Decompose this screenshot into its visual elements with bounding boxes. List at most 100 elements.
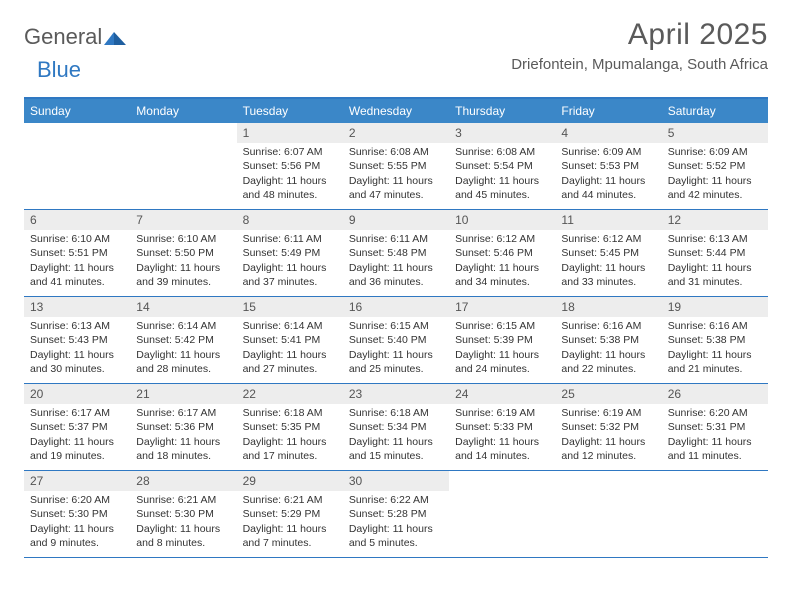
day-cell: 12Sunrise: 6:13 AMSunset: 5:44 PMDayligh… <box>662 210 768 296</box>
day-sunset: Sunset: 5:42 PM <box>136 333 230 347</box>
day-body: Sunrise: 6:08 AMSunset: 5:55 PMDaylight:… <box>343 143 449 206</box>
day-dl1: Daylight: 11 hours <box>136 348 230 362</box>
day-sunrise: Sunrise: 6:21 AM <box>243 493 337 507</box>
day-dl1: Daylight: 11 hours <box>243 174 337 188</box>
day-cell: 25Sunrise: 6:19 AMSunset: 5:32 PMDayligh… <box>555 384 661 470</box>
day-dl2: and 8 minutes. <box>136 536 230 550</box>
day-number <box>24 123 130 143</box>
day-number <box>555 471 661 491</box>
day-sunset: Sunset: 5:50 PM <box>136 246 230 260</box>
day-sunset: Sunset: 5:38 PM <box>668 333 762 347</box>
day-cell: 27Sunrise: 6:20 AMSunset: 5:30 PMDayligh… <box>24 471 130 557</box>
day-sunrise: Sunrise: 6:22 AM <box>349 493 443 507</box>
week-row: 13Sunrise: 6:13 AMSunset: 5:43 PMDayligh… <box>24 297 768 384</box>
day-dl1: Daylight: 11 hours <box>455 435 549 449</box>
day-cell <box>662 471 768 557</box>
day-sunset: Sunset: 5:30 PM <box>30 507 124 521</box>
day-dl2: and 41 minutes. <box>30 275 124 289</box>
day-dl1: Daylight: 11 hours <box>668 435 762 449</box>
day-cell: 29 Sunrise: 6:21 AMSunset: 5:29 PMDayligh… <box>237 471 343 557</box>
logo-mark-icon <box>104 29 126 45</box>
day-dl1: Daylight: 11 hours <box>455 261 549 275</box>
day-header: Friday <box>555 99 661 123</box>
day-dl2: and 36 minutes. <box>349 275 443 289</box>
day-cell: 5Sunrise: 6:09 AMSunset: 5:52 PMDaylight… <box>662 123 768 209</box>
day-number <box>130 123 236 143</box>
day-cell: 11Sunrise: 6:12 AMSunset: 5:45 PMDayligh… <box>555 210 661 296</box>
day-dl2: and 47 minutes. <box>349 188 443 202</box>
day-sunset: Sunset: 5:46 PM <box>455 246 549 260</box>
day-number: 25 <box>555 384 661 404</box>
day-header: Wednesday <box>343 99 449 123</box>
day-sunrise: Sunrise: 6:14 AM <box>136 319 230 333</box>
day-sunset: Sunset: 5:52 PM <box>668 159 762 173</box>
logo-text-general: General <box>24 24 102 50</box>
day-header: Tuesday <box>237 99 343 123</box>
day-dl1: Daylight: 11 hours <box>243 522 337 536</box>
day-number: 29 <box>237 471 343 491</box>
day-number: 24 <box>449 384 555 404</box>
day-number: 21 <box>130 384 236 404</box>
day-sunset: Sunset: 5:56 PM <box>243 159 337 173</box>
day-sunrise: Sunrise: 6:10 AM <box>136 232 230 246</box>
day-number: 10 <box>449 210 555 230</box>
day-sunrise: Sunrise: 6:20 AM <box>30 493 124 507</box>
day-cell: 21Sunrise: 6:17 AMSunset: 5:36 PMDayligh… <box>130 384 236 470</box>
day-sunset: Sunset: 5:35 PM <box>243 420 337 434</box>
day-sunset: Sunset: 5:44 PM <box>668 246 762 260</box>
day-dl2: and 12 minutes. <box>561 449 655 463</box>
day-sunrise: Sunrise: 6:07 AM <box>243 145 337 159</box>
day-sunset: Sunset: 5:36 PM <box>136 420 230 434</box>
day-dl2: and 39 minutes. <box>136 275 230 289</box>
day-number: 13 <box>24 297 130 317</box>
day-header: Saturday <box>662 99 768 123</box>
day-sunset: Sunset: 5:53 PM <box>561 159 655 173</box>
title-block: April 2025 Driefontein, Mpumalanga, Sout… <box>511 18 768 73</box>
day-number: 30 <box>343 471 449 491</box>
day-sunset: Sunset: 5:28 PM <box>349 507 443 521</box>
day-dl2: and 17 minutes. <box>243 449 337 463</box>
week-row: 20Sunrise: 6:17 AMSunset: 5:37 PMDayligh… <box>24 384 768 471</box>
day-dl1: Daylight: 11 hours <box>349 435 443 449</box>
day-sunset: Sunset: 5:34 PM <box>349 420 443 434</box>
day-cell: 28Sunrise: 6:21 AMSunset: 5:30 PMDayligh… <box>130 471 236 557</box>
day-sunrise: Sunrise: 6:21 AM <box>136 493 230 507</box>
day-dl2: and 24 minutes. <box>455 362 549 376</box>
day-body: Sunrise: 6:16 AMSunset: 5:38 PMDaylight:… <box>555 317 661 380</box>
day-dl2: and 27 minutes. <box>243 362 337 376</box>
day-number: 17 <box>449 297 555 317</box>
day-cell: 20Sunrise: 6:17 AMSunset: 5:37 PMDayligh… <box>24 384 130 470</box>
day-dl2: and 33 minutes. <box>561 275 655 289</box>
day-sunset: Sunset: 5:30 PM <box>136 507 230 521</box>
day-number: 8 <box>237 210 343 230</box>
day-body: Sunrise: 6:16 AMSunset: 5:38 PMDaylight:… <box>662 317 768 380</box>
day-dl1: Daylight: 11 hours <box>561 435 655 449</box>
day-sunrise: Sunrise: 6:09 AM <box>668 145 762 159</box>
day-sunset: Sunset: 5:37 PM <box>30 420 124 434</box>
day-dl1: Daylight: 11 hours <box>349 348 443 362</box>
day-dl2: and 19 minutes. <box>30 449 124 463</box>
day-dl1: Daylight: 11 hours <box>30 348 124 362</box>
day-cell <box>24 123 130 209</box>
logo-text-blue: Blue <box>37 57 81 82</box>
day-sunset: Sunset: 5:48 PM <box>349 246 443 260</box>
day-header: Monday <box>130 99 236 123</box>
day-sunrise: Sunrise: 6:18 AM <box>349 406 443 420</box>
day-sunrise: Sunrise: 6:11 AM <box>349 232 443 246</box>
day-dl2: and 9 minutes. <box>30 536 124 550</box>
weeks-container: 1Sunrise: 6:07 AMSunset: 5:56 PMDaylight… <box>24 123 768 558</box>
day-dl1: Daylight: 11 hours <box>30 435 124 449</box>
day-sunrise: Sunrise: 6:15 AM <box>349 319 443 333</box>
day-header-row: Sunday Monday Tuesday Wednesday Thursday… <box>24 99 768 123</box>
day-cell: 24Sunrise: 6:19 AMSunset: 5:33 PMDayligh… <box>449 384 555 470</box>
page: General April 2025 Driefontein, Mpumalan… <box>0 0 792 576</box>
day-dl1: Daylight: 11 hours <box>561 261 655 275</box>
day-sunset: Sunset: 5:29 PM <box>243 507 337 521</box>
day-dl1: Daylight: 11 hours <box>668 174 762 188</box>
day-dl2: and 22 minutes. <box>561 362 655 376</box>
day-sunset: Sunset: 5:43 PM <box>30 333 124 347</box>
day-body: Sunrise: 6:11 AMSunset: 5:48 PMDaylight:… <box>343 230 449 293</box>
day-number: 27 <box>24 471 130 491</box>
day-cell <box>130 123 236 209</box>
day-body: Sunrise: 6:20 AMSunset: 5:30 PMDaylight:… <box>24 491 130 554</box>
